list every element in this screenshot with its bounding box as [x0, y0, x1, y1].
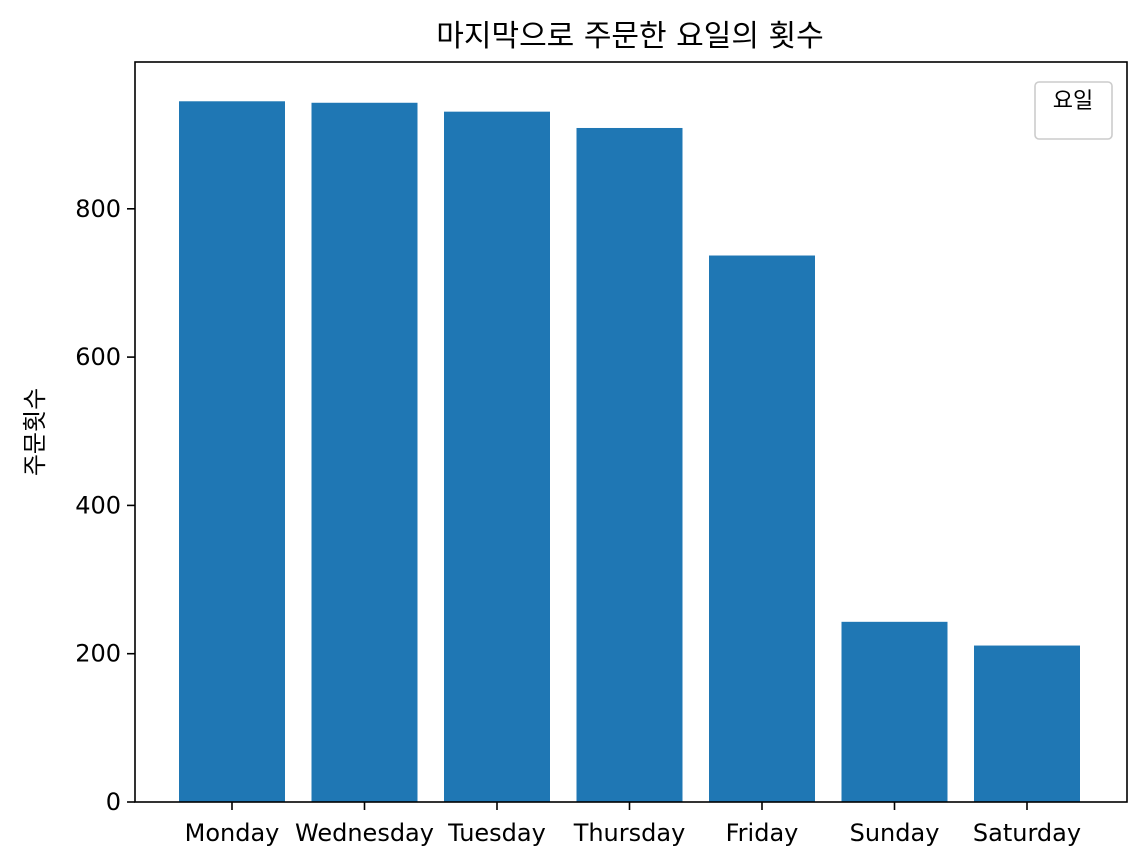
x-tick-label: Thursday — [573, 819, 686, 847]
legend: 요일 — [1034, 81, 1113, 140]
bar-saturday — [974, 645, 1080, 802]
plot-frame — [134, 61, 1128, 803]
chart-title: 마지막으로 주문한 요일의 횟수 — [436, 19, 823, 54]
x-tick-label: Monday — [185, 819, 280, 847]
x-tick-label: Wednesday — [295, 819, 434, 847]
x-tick-label: Saturday — [973, 819, 1081, 847]
legend-title: 요일 — [1053, 89, 1093, 114]
bar-monday — [179, 101, 285, 803]
y-tick-label: 800 — [75, 195, 121, 223]
x-tick-label: Sunday — [850, 819, 940, 847]
y-tick-label: 0 — [106, 788, 121, 816]
legend-box — [1034, 81, 1113, 140]
bar-sunday — [841, 621, 948, 802]
y-tick-label: 200 — [75, 640, 121, 668]
y-tick-label: 400 — [75, 491, 121, 519]
bar-wednesday — [311, 102, 418, 802]
bar-tuesday — [444, 111, 550, 802]
bar-thursday — [576, 127, 683, 802]
bars-group — [179, 101, 1080, 803]
x-tick-label: Tuesday — [447, 819, 546, 847]
x-tick-label: Friday — [726, 819, 799, 847]
y-tick-label: 600 — [75, 343, 121, 371]
y-axis-ticks: 0 200 400 600 800 — [75, 195, 135, 816]
bar-friday — [709, 255, 815, 802]
y-axis-label: 주문횟수 — [21, 388, 49, 476]
x-axis-ticks: Monday Wednesday Tuesday Thursday Friday Sund… — [185, 802, 1081, 847]
